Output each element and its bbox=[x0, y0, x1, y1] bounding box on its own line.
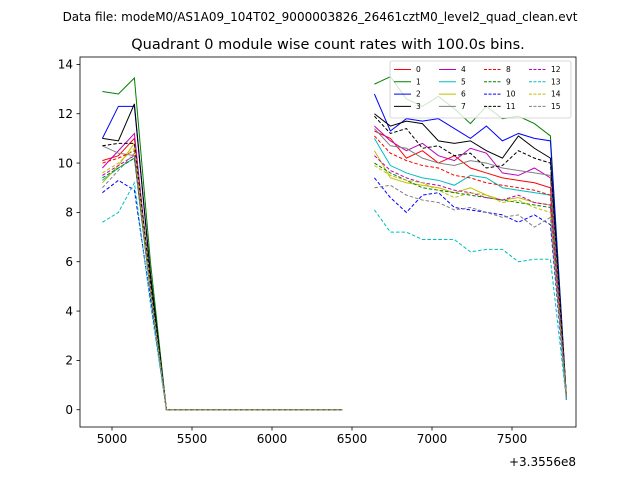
legend-label: 14 bbox=[551, 90, 561, 99]
legend-entry: 3 bbox=[394, 102, 421, 111]
series-line-10 bbox=[102, 177, 567, 411]
legend-label: 5 bbox=[461, 77, 466, 86]
legend-label: 8 bbox=[506, 65, 511, 74]
series-line-15 bbox=[102, 152, 567, 411]
x-offset-label: +3.3556e8 bbox=[509, 455, 576, 469]
series-line-0 bbox=[102, 130, 567, 411]
series-line-13 bbox=[102, 181, 567, 411]
x-tick-label: 6500 bbox=[337, 432, 368, 446]
legend-label: 1 bbox=[416, 77, 421, 86]
x-tick-label: 5500 bbox=[177, 432, 208, 446]
legend-label: 13 bbox=[551, 77, 561, 86]
legend-entry: 0 bbox=[394, 65, 421, 74]
y-tick-label: 6 bbox=[65, 255, 73, 269]
series-line-14 bbox=[102, 147, 567, 411]
legend-label: 10 bbox=[506, 90, 516, 99]
series-line-1 bbox=[102, 76, 567, 411]
y-tick-label: 14 bbox=[58, 58, 73, 72]
legend-entry: 12 bbox=[529, 65, 561, 74]
x-tick-label: 6000 bbox=[257, 432, 288, 446]
legend-label: 6 bbox=[461, 90, 466, 99]
series-line-6 bbox=[102, 141, 567, 411]
legend-entry: 1 bbox=[394, 77, 421, 86]
legend-label: 4 bbox=[461, 65, 466, 74]
legend-entry: 5 bbox=[439, 77, 466, 86]
legend-box bbox=[389, 60, 572, 119]
series-line-3 bbox=[102, 103, 567, 411]
legend-label: 0 bbox=[416, 65, 421, 74]
legend-label: 12 bbox=[551, 65, 561, 74]
legend-entry: 11 bbox=[484, 102, 516, 111]
axes: 5000 5500 6000 6500 7000 750002468101214+3.35… bbox=[58, 56, 577, 469]
x-tick-label: 5000 bbox=[97, 432, 128, 446]
x-tick-label: 7000 bbox=[417, 432, 448, 446]
series-line-7 bbox=[102, 128, 567, 411]
legend-entry: 10 bbox=[484, 90, 516, 99]
legend-label: 11 bbox=[506, 102, 516, 111]
series-line-5 bbox=[102, 138, 567, 411]
series-line-11 bbox=[102, 115, 567, 411]
legend-entry: 6 bbox=[439, 90, 466, 99]
series-layer bbox=[101, 76, 567, 411]
x-tick-label: 7500 bbox=[497, 432, 528, 446]
legend-label: 2 bbox=[416, 90, 421, 99]
y-tick-label: 8 bbox=[65, 206, 73, 220]
series-line-8 bbox=[102, 135, 567, 411]
plot-frame bbox=[79, 56, 577, 428]
series-line-12 bbox=[102, 154, 567, 411]
chart-title: Quadrant 0 module wise count rates with … bbox=[131, 37, 525, 53]
legend-entry: 14 bbox=[529, 90, 561, 99]
series-line-9 bbox=[102, 157, 567, 411]
y-tick-label: 10 bbox=[58, 156, 73, 170]
legend-label: 9 bbox=[506, 77, 511, 86]
legend-label: 3 bbox=[416, 102, 421, 111]
legend-entry: 15 bbox=[529, 102, 561, 111]
legend-entry: 4 bbox=[439, 65, 466, 74]
legend-entry: 2 bbox=[394, 90, 421, 99]
legend-label: 15 bbox=[551, 102, 561, 111]
suptitle: Data file: modeM0/AS1A09_104T02_90000038… bbox=[63, 10, 578, 24]
legend-entry: 7 bbox=[439, 102, 466, 111]
y-tick-label: 0 bbox=[65, 403, 73, 417]
y-tick-label: 4 bbox=[65, 304, 73, 318]
legend-entry: 13 bbox=[529, 77, 561, 86]
y-tick-label: 12 bbox=[58, 107, 73, 121]
legend-label: 7 bbox=[461, 102, 466, 111]
series-line-2 bbox=[101, 93, 567, 411]
legend-entry: 8 bbox=[484, 65, 511, 74]
y-tick-label: 2 bbox=[65, 354, 73, 368]
series-line-4 bbox=[102, 125, 567, 411]
legend-entry: 9 bbox=[484, 77, 511, 86]
